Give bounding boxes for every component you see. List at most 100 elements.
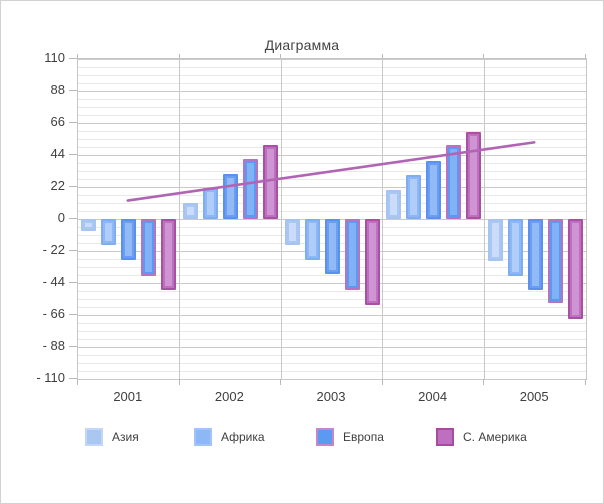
- bar-series3-2005: [527, 219, 543, 291]
- bar-Европа-2003: [344, 219, 360, 291]
- major-gridline: [78, 90, 586, 92]
- trendline-layer: [126, 141, 536, 202]
- minor-gridline: [78, 194, 586, 196]
- bar-Азия-2005: [487, 219, 503, 262]
- x-axis-label: 2002: [214, 389, 244, 404]
- y-axis-tick: [69, 314, 77, 315]
- minor-gridline: [78, 98, 586, 100]
- bar-series3-2003: [324, 219, 340, 275]
- x-axis-top-tick: [381, 54, 383, 58]
- major-gridline: [78, 186, 586, 188]
- minor-gridline: [78, 338, 586, 340]
- legend-item: Европа: [316, 428, 384, 446]
- y-axis-tick: [69, 122, 77, 123]
- bar-Азия-2002: [182, 203, 198, 219]
- bar-Азия-2003: [284, 219, 300, 246]
- vertical-gridline: [179, 59, 181, 379]
- bar-С. Америка-2003: [364, 219, 380, 305]
- minor-gridline: [78, 322, 586, 324]
- legend-label: Африка: [221, 430, 265, 444]
- minor-gridline: [78, 114, 586, 116]
- y-axis-label: 22: [50, 178, 65, 193]
- x-axis-tick: [280, 379, 282, 385]
- x-axis-top-tick: [77, 54, 78, 58]
- legend-item: С. Америка: [436, 428, 527, 446]
- x-axis-label: 2004: [418, 389, 448, 404]
- x-axis-label: 2001: [113, 389, 143, 404]
- bar-series3-2001: [121, 219, 137, 260]
- minor-gridline: [78, 306, 586, 308]
- major-gridline: [78, 58, 586, 60]
- y-axis-label: - 44: [42, 274, 65, 289]
- legend-label: С. Америка: [463, 430, 527, 444]
- legend-swatch-icon: [194, 428, 212, 446]
- x-axis-tick: [381, 379, 383, 385]
- minor-gridline: [78, 106, 586, 108]
- x-axis-tick: [77, 379, 78, 385]
- minor-gridline: [78, 162, 586, 164]
- bar-Азия-2001: [81, 219, 97, 231]
- minor-gridline: [78, 330, 586, 332]
- legend-label: Азия: [112, 430, 139, 444]
- major-gridline: [78, 282, 586, 284]
- bar-Азия-2004: [386, 189, 402, 219]
- x-axis-tick: [483, 379, 485, 385]
- minor-gridline: [78, 370, 586, 372]
- legend-swatch-icon: [436, 428, 454, 446]
- bar-Африка-2004: [406, 175, 422, 219]
- x-axis-top-tick: [178, 54, 180, 58]
- y-axis-tick: [69, 154, 77, 155]
- minor-gridline: [78, 74, 586, 76]
- y-axis-tick: [69, 218, 77, 219]
- minor-gridline: [78, 362, 586, 364]
- y-axis-tick: [69, 346, 77, 347]
- vertical-gridline: [483, 59, 485, 379]
- minor-gridline: [78, 274, 586, 276]
- legend-item: Африка: [194, 428, 265, 446]
- y-axis-label: 0: [57, 210, 65, 225]
- y-axis-tick: [69, 186, 77, 187]
- x-axis-label: 2005: [519, 389, 549, 404]
- bar-Европа-2001: [141, 219, 157, 276]
- major-gridline: [78, 346, 586, 348]
- major-gridline: [78, 378, 586, 380]
- x-axis-top-tick: [280, 54, 282, 58]
- minor-gridline: [78, 130, 586, 132]
- minor-gridline: [78, 202, 586, 204]
- y-axis-label: - 22: [42, 242, 65, 257]
- bar-С. Америка-2005: [567, 219, 583, 320]
- bar-Европа-2002: [242, 159, 258, 219]
- bar-Европа-2005: [547, 219, 563, 304]
- y-axis-tick: [69, 90, 77, 91]
- y-axis-tick: [69, 58, 77, 59]
- x-axis-top-tick: [585, 54, 586, 58]
- minor-gridline: [78, 290, 586, 292]
- legend-swatch-icon: [85, 428, 103, 446]
- y-axis-label: 88: [50, 82, 65, 97]
- major-gridline: [78, 314, 586, 316]
- y-axis-tick: [69, 250, 77, 251]
- y-axis-label: - 110: [36, 370, 65, 385]
- bar-Африка-2003: [304, 219, 320, 260]
- minor-gridline: [78, 298, 586, 300]
- minor-gridline: [78, 354, 586, 356]
- y-axis-label: 110: [44, 50, 65, 65]
- y-axis-label: 44: [50, 146, 65, 161]
- legend-swatch-icon: [316, 428, 334, 446]
- vertical-gridline: [280, 59, 282, 379]
- minor-gridline: [78, 146, 586, 148]
- plot-area: [77, 58, 587, 380]
- chart-title: Диаграмма: [264, 37, 340, 53]
- bar-series3-2004: [426, 160, 442, 219]
- bar-Африка-2001: [101, 219, 117, 246]
- bar-Африка-2005: [507, 219, 523, 276]
- y-axis-tick: [69, 282, 77, 283]
- minor-gridline: [78, 210, 586, 212]
- legend-item: Азия: [85, 428, 139, 446]
- y-axis-tick: [69, 378, 77, 379]
- bar-С. Америка-2004: [466, 131, 482, 219]
- bar-Европа-2004: [446, 144, 462, 219]
- x-axis-tick: [585, 379, 586, 385]
- y-axis-label: - 88: [42, 338, 65, 353]
